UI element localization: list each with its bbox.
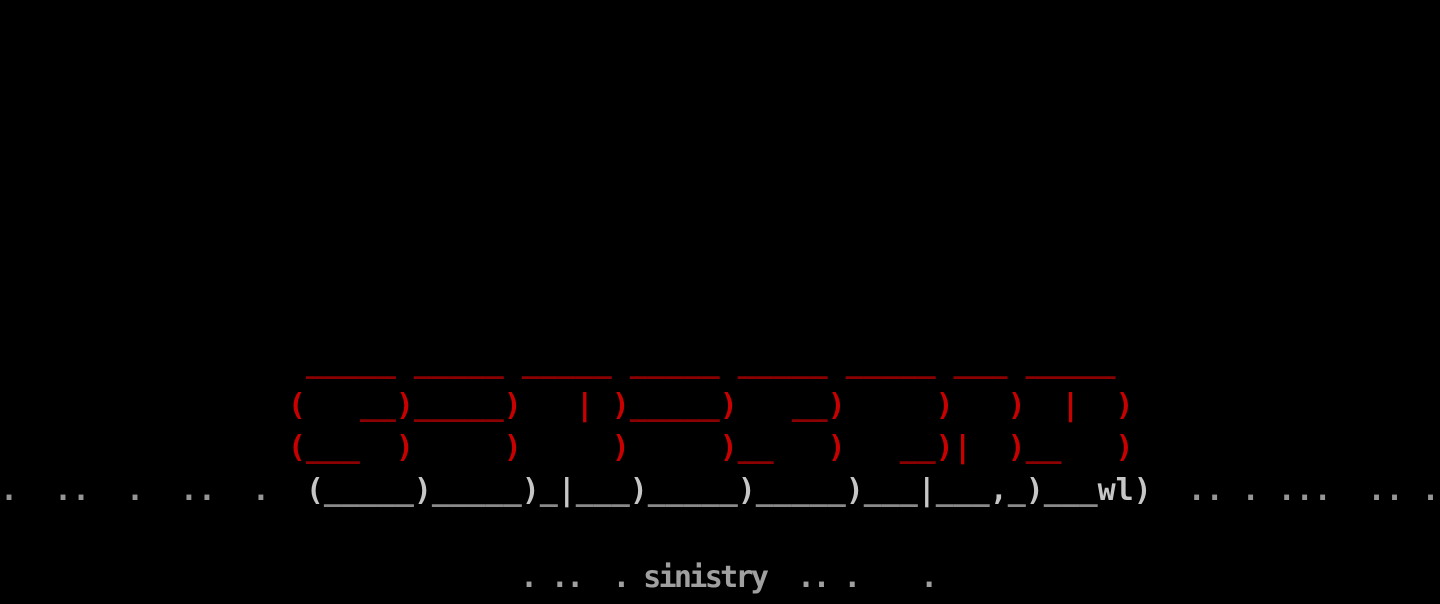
banner-segment: ) | ): [503, 387, 630, 423]
banner-segment: )| ): [935, 430, 1026, 466]
banner-segment: _____: [413, 387, 504, 423]
banner-segment: ): [719, 387, 792, 423]
ascii-art-banner: _____ _____ _____ _____ _____ _____ ___ …: [0, 342, 1440, 513]
banner-segment: ___: [863, 473, 918, 509]
banner-segment: ): [1061, 430, 1134, 466]
banner-segment: _____: [755, 473, 846, 509]
banner-segment: __: [791, 387, 828, 423]
banner-segment: ___: [305, 430, 360, 466]
banner-segment: ) ) ) ): [359, 430, 738, 466]
banner-segment: __: [1025, 430, 1062, 466]
banner-segment: (: [305, 473, 324, 509]
banner-segment: (: [0, 430, 306, 466]
banner-segment: ): [737, 473, 756, 509]
banner-segment: _____: [647, 473, 738, 509]
banner-segment: ): [845, 473, 864, 509]
banner-segment: __: [359, 387, 396, 423]
banner-segment: ): [629, 473, 648, 509]
banner-segment: ): [395, 387, 414, 423]
banner-segment: (: [0, 387, 360, 423]
banner-segment: ,: [989, 473, 1008, 509]
banner-segment: _: [1007, 473, 1026, 509]
banner-segment: __: [737, 430, 774, 466]
banner-segment: ): [413, 473, 432, 509]
banner-segment: ) ) ) | ): [827, 387, 1134, 423]
banner-segment: _____: [629, 387, 720, 423]
banner-segment: ___: [935, 473, 990, 509]
banner-segment: _____: [431, 473, 522, 509]
banner-segment: _____: [323, 473, 414, 509]
banner-segment: ): [773, 430, 900, 466]
banner-segment: |: [557, 473, 576, 509]
banner-segment: .. . ... .. .: [1187, 473, 1440, 509]
banner-segment: __: [899, 430, 936, 466]
banner-segment: _____ _____ _____ _____ _____ _____ ___ …: [0, 345, 1116, 380]
banner-segment: ): [1025, 473, 1044, 509]
banner-segment: _: [539, 473, 558, 509]
banner-segment: |: [917, 473, 936, 509]
banner-segment: ): [521, 473, 540, 509]
banner-segment: ___: [575, 473, 630, 509]
site-title: . .. . sinistry .. . .: [520, 560, 938, 595]
banner-segment: wl): [1097, 473, 1188, 509]
banner-segment: . .. . .. .: [0, 473, 306, 509]
banner-segment: ___: [1043, 473, 1098, 509]
